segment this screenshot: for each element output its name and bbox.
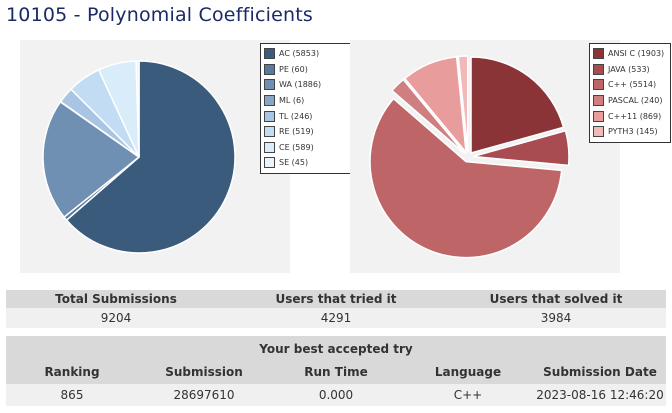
legend-label: WA (1886)	[279, 80, 322, 90]
legend-entry: RE (519)	[264, 124, 352, 140]
value-run-time: 0.000	[270, 384, 402, 406]
legend-entry: ANSI C (1903)	[593, 46, 667, 62]
legend-swatch	[264, 63, 275, 75]
pie-slice	[470, 56, 565, 155]
legend-entry: TL (246)	[264, 108, 352, 124]
legend-entry: C++11 (869)	[593, 108, 667, 124]
legend-swatch	[264, 95, 275, 107]
best-try-title: Your best accepted try	[6, 336, 666, 360]
pie-slice	[390, 78, 466, 154]
value-submission-date: 2023-08-16 12:46:20	[534, 384, 666, 406]
pie-slice	[135, 60, 140, 158]
legend-entry: WA (1886)	[264, 77, 352, 93]
legend-swatch	[593, 110, 604, 122]
legend-swatch	[593, 95, 604, 107]
legend-swatch	[593, 126, 604, 138]
page-title: 10105 - Polynomial Coefficients	[6, 4, 313, 26]
legend-label: ML (6)	[279, 96, 305, 106]
pie-slice	[65, 60, 236, 254]
legend-label: C++11 (869)	[608, 111, 662, 121]
legend-label: PE (60)	[279, 64, 308, 74]
pie-slice	[369, 97, 563, 259]
header-users-solved: Users that solved it	[446, 290, 666, 308]
pie-slice	[472, 129, 570, 167]
legend-swatch	[264, 157, 275, 169]
header-total-submissions: Total Submissions	[6, 290, 226, 308]
best-try-header-row: Ranking Submission Run Time Language Sub…	[6, 360, 666, 384]
legend-entry: CE (589)	[264, 140, 352, 156]
legend-label: ANSI C (1903)	[608, 49, 665, 59]
legend-swatch	[593, 79, 604, 91]
legend-label: RE (519)	[279, 127, 314, 137]
legend-entry: C++ (5514)	[593, 77, 667, 93]
best-try-value-row: 865 28697610 0.000 C++ 2023-08-16 12:46:…	[6, 384, 666, 406]
verdict-pie-chart	[42, 60, 236, 254]
verdict-chart-panel	[20, 40, 290, 273]
value-total-submissions: 9204	[6, 308, 226, 328]
pie-slice	[42, 100, 141, 219]
value-users-tried: 4291	[226, 308, 446, 328]
value-users-solved: 3984	[446, 308, 666, 328]
legend-swatch	[264, 126, 275, 138]
legend-entry: ML (6)	[264, 93, 352, 109]
legend-label: JAVA (533)	[608, 64, 650, 74]
language-legend: ANSI C (1903) JAVA (533) C++ (5514) PASCAL …	[589, 43, 671, 143]
legend-entry: SE (45)	[264, 155, 352, 171]
legend-label: PASCAL (240)	[608, 96, 663, 106]
header-ranking: Ranking	[6, 360, 138, 384]
legend-swatch	[264, 79, 275, 91]
legend-entry: PASCAL (240)	[593, 93, 667, 109]
legend-entry: AC (5853)	[264, 46, 352, 62]
stats-table: Total Submissions Users that tried it Us…	[6, 290, 666, 328]
language-chart-panel	[350, 40, 620, 273]
value-submission-link[interactable]: 28697610	[138, 384, 270, 406]
legend-label: C++ (5514)	[608, 80, 657, 90]
header-run-time: Run Time	[270, 360, 402, 384]
header-language: Language	[402, 360, 534, 384]
legend-swatch	[593, 48, 604, 60]
value-ranking: 865	[6, 384, 138, 406]
pie-slice	[403, 56, 468, 155]
header-submission: Submission	[138, 360, 270, 384]
legend-swatch	[264, 141, 275, 153]
stats-value-row: 9204 4291 3984	[6, 308, 666, 328]
legend-label: SE (45)	[279, 158, 309, 168]
pie-slice	[457, 55, 469, 153]
header-users-tried: Users that tried it	[226, 290, 446, 308]
legend-swatch	[593, 63, 604, 75]
verdict-legend: AC (5853) PE (60) WA (1886) ML (6) TL (246) R…	[260, 43, 356, 174]
legend-entry: JAVA (533)	[593, 62, 667, 78]
best-try-table: Your best accepted try Ranking Submissio…	[6, 336, 666, 406]
header-submission-date: Submission Date	[534, 360, 666, 384]
legend-label: PYTH3 (145)	[608, 127, 658, 137]
language-pie-chart	[369, 55, 570, 259]
legend-swatch	[264, 48, 275, 60]
legend-entry: PYTH3 (145)	[593, 124, 667, 140]
legend-label: AC (5853)	[279, 49, 320, 59]
legend-entry: PE (60)	[264, 62, 352, 78]
value-language: C++	[402, 384, 534, 406]
stats-header-row: Total Submissions Users that tried it Us…	[6, 290, 666, 308]
legend-label: TL (246)	[279, 111, 313, 121]
legend-swatch	[264, 110, 275, 122]
legend-label: CE (589)	[279, 142, 314, 152]
